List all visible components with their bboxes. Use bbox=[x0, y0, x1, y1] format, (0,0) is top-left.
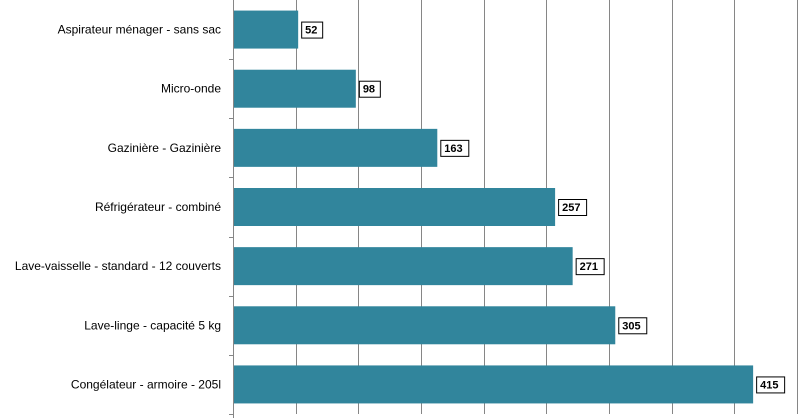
bar-3 bbox=[234, 128, 438, 167]
category-label: Gazinière - Gazinière bbox=[108, 141, 222, 155]
bars bbox=[229, 10, 754, 415]
category-labels: Aspirateur ménager - sans sac Micro-onde G… bbox=[15, 23, 221, 392]
data-label-box bbox=[756, 376, 786, 394]
data-label: 415 bbox=[760, 379, 778, 391]
bar-1 bbox=[234, 10, 299, 49]
data-label: 52 bbox=[305, 25, 317, 37]
data-label-box bbox=[301, 21, 324, 39]
data-labels: 52 98 163 257 271 305 415 bbox=[301, 21, 786, 394]
data-label-box bbox=[358, 80, 381, 98]
category-label: Lave-vaisselle - standard - 12 couverts bbox=[15, 259, 221, 273]
category-label: Micro-onde bbox=[161, 82, 221, 96]
bar-5 bbox=[234, 247, 573, 286]
category-label: Réfrigérateur - combiné bbox=[95, 200, 221, 214]
data-label-box bbox=[558, 199, 588, 216]
data-label-box bbox=[575, 258, 605, 276]
bar-4 bbox=[234, 188, 556, 226]
data-label: 257 bbox=[562, 202, 580, 214]
data-label-box bbox=[440, 139, 470, 157]
data-label: 163 bbox=[444, 143, 462, 155]
bar-7 bbox=[234, 365, 754, 404]
data-label: 305 bbox=[622, 320, 640, 332]
bar-6 bbox=[234, 306, 616, 345]
bar-2 bbox=[234, 69, 356, 108]
category-label: Aspirateur ménager - sans sac bbox=[58, 23, 221, 37]
data-label: 98 bbox=[363, 84, 375, 96]
data-label: 271 bbox=[580, 261, 598, 273]
category-label: Congélateur - armoire - 205l bbox=[71, 377, 221, 391]
category-label: Lave-linge - capacité 5 kg bbox=[84, 318, 221, 332]
data-label-box bbox=[618, 317, 648, 335]
